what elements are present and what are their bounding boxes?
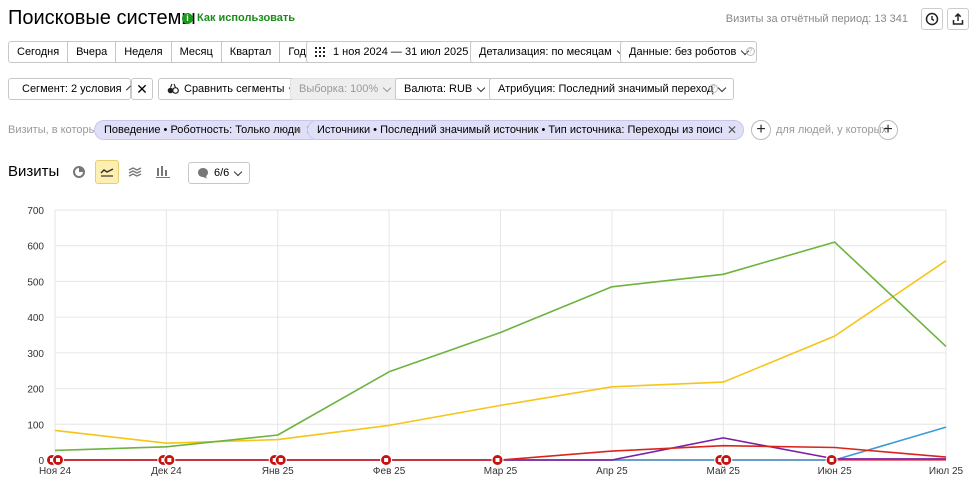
x-tick-label: Фев 25 bbox=[373, 466, 406, 477]
y-tick-label: 400 bbox=[27, 313, 44, 324]
chart-type-area[interactable] bbox=[123, 160, 147, 184]
x-tick-label: Мар 25 bbox=[484, 466, 518, 477]
x-tick-label: Ноя 24 bbox=[39, 466, 72, 477]
segment-dropdown[interactable]: Сегмент: 2 условия bbox=[8, 78, 131, 100]
x-tick-label: Апр 25 bbox=[596, 466, 628, 477]
filter-chip-label: Поведение • Роботность: Только люди bbox=[104, 124, 301, 136]
add-people-filter-button[interactable]: + bbox=[878, 120, 898, 140]
series-count-label: 6/6 bbox=[214, 167, 230, 179]
currency-label: Валюта: RUB bbox=[404, 83, 473, 95]
visits-line-chart: 0 100 200 300 400 500 600 700 Ноя 24 Дек 24 Янв 25… bbox=[27, 206, 964, 477]
period-week[interactable]: Неделя bbox=[116, 42, 172, 62]
sample-dropdown: Выборка: 100% bbox=[290, 78, 400, 100]
period-year[interactable]: Год bbox=[288, 46, 306, 58]
compare-segments-dropdown[interactable]: Сравнить сегменты bbox=[158, 78, 306, 100]
chart-type-bar[interactable] bbox=[151, 160, 175, 184]
chart-title: Визиты bbox=[8, 163, 60, 180]
segment-label: Сегмент: 2 условия bbox=[22, 83, 122, 95]
how-to-use-link[interactable]: i Как использовать bbox=[182, 12, 295, 24]
filters-prefix: Визиты, в которых bbox=[8, 124, 102, 136]
annotation-marker-glyph bbox=[495, 458, 500, 462]
area-chart-icon bbox=[128, 167, 142, 177]
filter-chip-sources[interactable]: Источники • Последний значимый источник … bbox=[307, 120, 744, 140]
help-icon[interactable]: ? bbox=[709, 84, 718, 93]
clock-icon bbox=[925, 12, 939, 26]
page-title: Поисковые системы bbox=[8, 7, 196, 29]
export-button[interactable] bbox=[947, 8, 969, 30]
annotation-marker-glyph bbox=[56, 458, 60, 462]
y-tick-label: 500 bbox=[27, 277, 44, 288]
annotation-marker bbox=[825, 454, 838, 466]
filter-chip-behavior[interactable]: Поведение • Роботность: Только люди✕ bbox=[94, 120, 323, 140]
pie-chart-icon bbox=[73, 166, 85, 178]
line-chart-icon bbox=[100, 168, 114, 177]
filters-and: и bbox=[295, 124, 302, 136]
compare-label: Сравнить сегменты bbox=[184, 83, 285, 95]
info-icon: i bbox=[182, 12, 193, 24]
comment-icon bbox=[198, 168, 208, 179]
x-tick-label: Май 25 bbox=[707, 466, 741, 477]
close-icon: ✕ bbox=[136, 80, 148, 97]
date-range-picker[interactable]: 1 ноя 2024 — 31 июл 2025 bbox=[306, 41, 478, 63]
annotation-marker bbox=[491, 454, 504, 466]
annotation-marker bbox=[274, 454, 287, 466]
share-icon bbox=[952, 12, 964, 25]
compare-icon bbox=[167, 83, 179, 94]
data-dropdown[interactable]: Данные: без роботов bbox=[620, 41, 758, 63]
data-label: Данные: без роботов bbox=[629, 46, 737, 58]
series-line bbox=[54, 241, 947, 452]
help-icon[interactable]: ? bbox=[746, 47, 755, 56]
period-selector: Сегодня Вчера Неделя Месяц Квартал Год bbox=[8, 41, 315, 63]
sample-label: Выборка: 100% bbox=[299, 83, 379, 95]
period-month[interactable]: Месяц bbox=[172, 42, 222, 62]
filters-people: для людей, у которых bbox=[776, 124, 887, 136]
detail-dropdown[interactable]: Детализация: по месяцам bbox=[470, 41, 633, 63]
annotation-marker-glyph bbox=[829, 458, 834, 462]
series-line bbox=[54, 260, 947, 444]
bar-chart-icon bbox=[156, 166, 170, 178]
annotation-marker bbox=[380, 454, 393, 466]
chevron-down-icon bbox=[718, 83, 727, 92]
y-tick-label: 200 bbox=[27, 385, 44, 396]
period-yesterday[interactable]: Вчера bbox=[68, 42, 117, 62]
attribution-dropdown[interactable]: Атрибуция: Последний значимый переход bbox=[489, 78, 735, 100]
y-tick-label: 0 bbox=[38, 456, 44, 467]
x-tick-label: Июн 25 bbox=[818, 466, 853, 477]
chevron-down-icon bbox=[234, 167, 243, 176]
calendar-icon bbox=[315, 47, 325, 57]
period-quarter[interactable]: Квартал bbox=[222, 42, 281, 62]
detail-label: Детализация: по месяцам bbox=[479, 46, 612, 58]
series-count-dropdown[interactable]: 6/6 bbox=[188, 162, 251, 184]
annotation-marker-glyph bbox=[384, 458, 389, 462]
close-icon[interactable]: ✕ bbox=[726, 123, 737, 137]
chevron-down-icon bbox=[125, 85, 131, 90]
y-tick-label: 700 bbox=[27, 206, 44, 217]
annotation-marker-glyph bbox=[167, 458, 172, 462]
annotation-marker-glyph bbox=[724, 458, 729, 462]
chart-type-pie[interactable] bbox=[67, 160, 91, 184]
period-today[interactable]: Сегодня bbox=[9, 42, 69, 62]
annotation-marker bbox=[52, 454, 64, 466]
annotation-marker-glyph bbox=[278, 458, 283, 462]
chevron-down-icon bbox=[477, 83, 486, 92]
y-tick-label: 600 bbox=[27, 242, 44, 253]
annotation-marker bbox=[163, 454, 176, 466]
y-tick-label: 100 bbox=[27, 420, 44, 431]
chevron-down-icon bbox=[382, 83, 392, 92]
filter-chip-label: Источники • Последний значимый источник … bbox=[317, 124, 722, 136]
how-to-use-label: Как использовать bbox=[197, 12, 296, 24]
history-button[interactable] bbox=[921, 8, 943, 30]
annotation-marker bbox=[720, 454, 733, 466]
attribution-label: Атрибуция: Последний значимый переход bbox=[498, 83, 714, 95]
x-tick-label: Янв 25 bbox=[262, 466, 294, 477]
x-tick-label: Дек 24 bbox=[151, 466, 182, 477]
add-visit-filter-button[interactable]: + bbox=[751, 120, 771, 140]
visits-period-total: Визиты за отчётный период: 13 341 bbox=[725, 13, 908, 25]
currency-dropdown[interactable]: Валюта: RUB bbox=[395, 78, 494, 100]
x-tick-label: Июл 25 bbox=[929, 466, 964, 477]
chart-type-line[interactable] bbox=[95, 160, 119, 184]
y-tick-label: 300 bbox=[27, 349, 44, 360]
date-range-label: 1 ноя 2024 — 31 июл 2025 bbox=[333, 46, 469, 58]
clear-segment-button[interactable]: ✕ bbox=[131, 78, 153, 100]
